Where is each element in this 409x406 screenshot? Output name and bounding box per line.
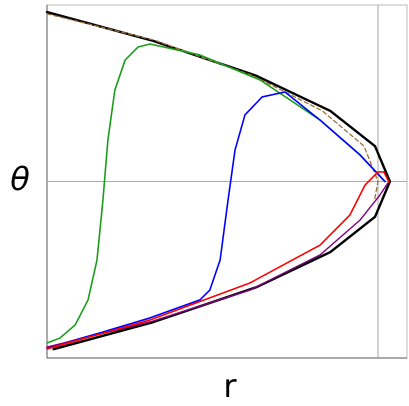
y-axis-label: θ xyxy=(10,160,30,198)
x-axis-label: r xyxy=(223,367,237,405)
series-line xyxy=(46,13,379,200)
series-line xyxy=(46,43,386,344)
series-line xyxy=(46,171,390,350)
series-line xyxy=(46,91,386,349)
series-line xyxy=(46,182,389,348)
